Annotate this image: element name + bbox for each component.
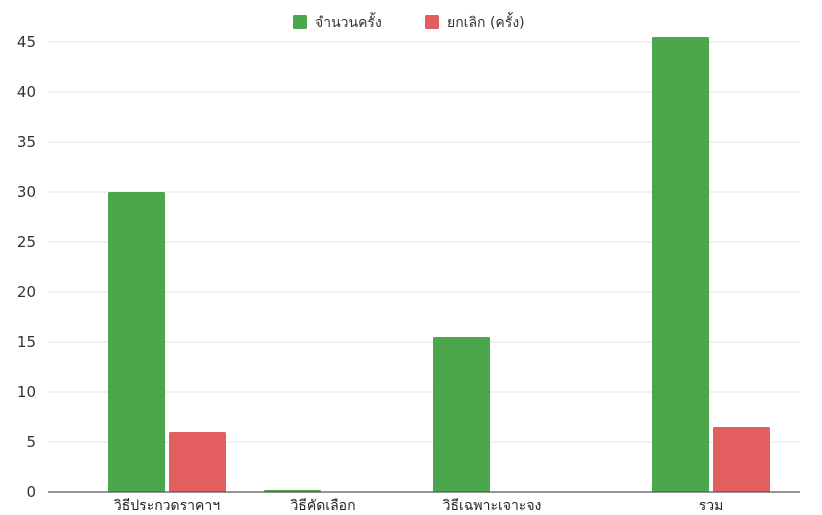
x-tick-label: รวม: [699, 498, 724, 514]
legend-swatch: [425, 15, 439, 29]
x-tick-label: วิธีประกวดราคาฯ: [114, 498, 220, 514]
y-tick-label: 45: [17, 33, 36, 51]
bar-cancelled: [169, 432, 226, 492]
legend-swatch: [293, 15, 307, 29]
y-tick-label: 20: [17, 283, 36, 301]
x-axis-labels: วิธีประกวดราคาฯ วิธีคัดเลือก วิธีเฉพาะเจาะ…: [114, 498, 724, 514]
bars: [108, 37, 770, 492]
legend: จำนวนครั้ง ยกเลิก (ครั้ง): [293, 12, 525, 31]
y-tick-label: 15: [17, 333, 36, 351]
y-tick-label: 40: [17, 83, 36, 101]
y-tick-label: 35: [17, 133, 36, 151]
y-tick-label: 5: [26, 433, 36, 451]
y-tick-label: 30: [17, 183, 36, 201]
y-tick-label: 10: [17, 383, 36, 401]
y-tick-label: 25: [17, 233, 36, 251]
bar-count: [108, 192, 165, 492]
x-tick-label: วิธีคัดเลือก: [290, 498, 355, 514]
gridlines: [48, 41, 800, 443]
legend-label: ยกเลิก (ครั้ง): [447, 12, 525, 31]
bar-cancelled: [713, 427, 770, 492]
bar-count: [433, 337, 490, 492]
y-tick-label: 0: [26, 483, 36, 501]
legend-label: จำนวนครั้ง: [315, 12, 382, 31]
bar-count: [652, 37, 709, 492]
y-axis-ticks: 0 5 10 15 20 25 30 35 40 45: [17, 33, 36, 501]
x-tick-label: วิธีเฉพาะเจาะจง: [442, 498, 541, 514]
